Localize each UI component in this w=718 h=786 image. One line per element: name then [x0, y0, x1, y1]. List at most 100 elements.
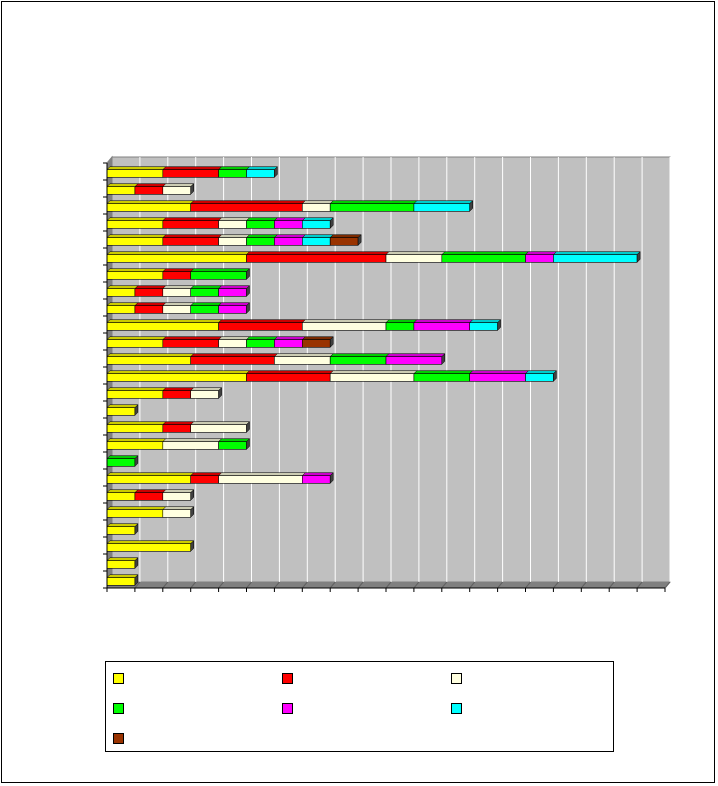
bar-top-face	[217, 166, 251, 170]
bar-top-face	[385, 353, 446, 357]
bar-top-face	[245, 370, 334, 374]
bar-end-face	[329, 336, 334, 348]
bar-end-face	[134, 523, 139, 535]
bar-segment	[274, 339, 303, 348]
bar-segment	[441, 254, 526, 263]
bar-segment	[274, 220, 303, 229]
bar-top-face	[413, 319, 474, 323]
bar-top-face	[106, 285, 139, 289]
floor-gridline	[246, 581, 252, 589]
bar-segment	[274, 356, 331, 365]
bar-top-face	[162, 336, 223, 340]
bar-segment	[106, 237, 164, 246]
bar-segment	[106, 254, 247, 263]
floor-gridline	[218, 581, 224, 589]
legend-swatch	[451, 673, 462, 684]
bar-top-face	[106, 404, 139, 408]
bar-segment	[218, 169, 247, 178]
bar-top-face	[162, 489, 195, 493]
floor-gridline	[413, 581, 420, 589]
floor-gridline	[553, 581, 559, 589]
bar-end-face	[329, 217, 334, 229]
bar-top-face	[162, 234, 223, 238]
bar-top-face	[329, 200, 418, 204]
bar-segment	[329, 237, 359, 246]
bar-top-face	[190, 200, 306, 204]
floor-gridline	[580, 581, 587, 589]
bar-segment	[413, 203, 470, 212]
floor-gridline	[274, 581, 280, 589]
bar-segment	[274, 237, 303, 246]
bar-top-face	[190, 421, 251, 425]
bar-segment	[134, 305, 164, 314]
bar-segment	[106, 577, 136, 586]
bar-end-face	[246, 302, 250, 314]
bar-segment	[385, 322, 415, 331]
bar-end-face	[246, 268, 250, 280]
bar-segment	[190, 203, 303, 212]
bar-segment	[162, 305, 192, 314]
bar-top-face	[106, 234, 167, 238]
bar-segment	[162, 492, 192, 501]
bar-segment	[218, 441, 247, 450]
bar-segment	[106, 458, 136, 467]
bar-top-face	[217, 319, 306, 323]
bar-segment	[134, 492, 164, 501]
bar-segment	[106, 288, 136, 297]
bar-segment	[190, 271, 247, 280]
bar-segment	[246, 339, 275, 348]
bar-end-face	[190, 489, 194, 501]
bar-top-face	[469, 370, 530, 374]
bar-end-face	[636, 251, 641, 263]
bar-segment	[162, 424, 192, 433]
bar-top-face	[106, 200, 195, 204]
bar-end-face	[497, 319, 501, 331]
floor-gridline	[497, 581, 503, 589]
floor-gridline	[301, 581, 308, 589]
bar-top-face	[106, 217, 167, 221]
bar-segment	[413, 322, 470, 331]
bar-segment	[106, 271, 164, 280]
floor-gridline	[441, 581, 448, 589]
floor-gridline	[134, 581, 141, 589]
bar-top-face	[106, 506, 167, 510]
bar-top-face	[217, 217, 251, 221]
bar-segment	[106, 543, 191, 552]
bar-top-face	[106, 353, 195, 357]
bar-segment	[218, 220, 247, 229]
bar-top-face	[273, 234, 306, 238]
bar-segment	[246, 373, 331, 382]
bar-segment	[106, 203, 191, 212]
bar-top-face	[301, 217, 334, 221]
bar-top-face	[134, 183, 167, 187]
bar-top-face	[162, 166, 223, 170]
bar-end-face	[329, 472, 334, 484]
legend-swatch	[282, 703, 293, 714]
bar-top-face	[162, 302, 195, 306]
bar-segment	[106, 526, 136, 535]
bar-segment	[162, 339, 219, 348]
bar-top-face	[106, 268, 167, 272]
bar-end-face	[134, 455, 139, 467]
bar-end-face	[441, 353, 446, 365]
bar-top-face	[162, 285, 195, 289]
bar-top-face	[162, 268, 195, 272]
bar-end-face	[553, 370, 557, 382]
bar-segment	[190, 424, 247, 433]
chart-legend	[105, 661, 614, 752]
bar-segment	[218, 237, 247, 246]
bar-top-face	[552, 251, 641, 255]
bar-segment	[106, 373, 247, 382]
bar-top-face	[301, 234, 334, 238]
bar-end-face	[134, 557, 139, 569]
bar-top-face	[134, 285, 167, 289]
bar-top-face	[190, 302, 223, 306]
bar-end-face	[246, 421, 250, 433]
bar-top-face	[245, 217, 279, 221]
bar-top-face	[106, 302, 139, 306]
bar-end-face	[469, 200, 473, 212]
floor-gridline	[329, 581, 336, 589]
bar-end-face	[190, 540, 194, 552]
bar-segment	[385, 254, 443, 263]
